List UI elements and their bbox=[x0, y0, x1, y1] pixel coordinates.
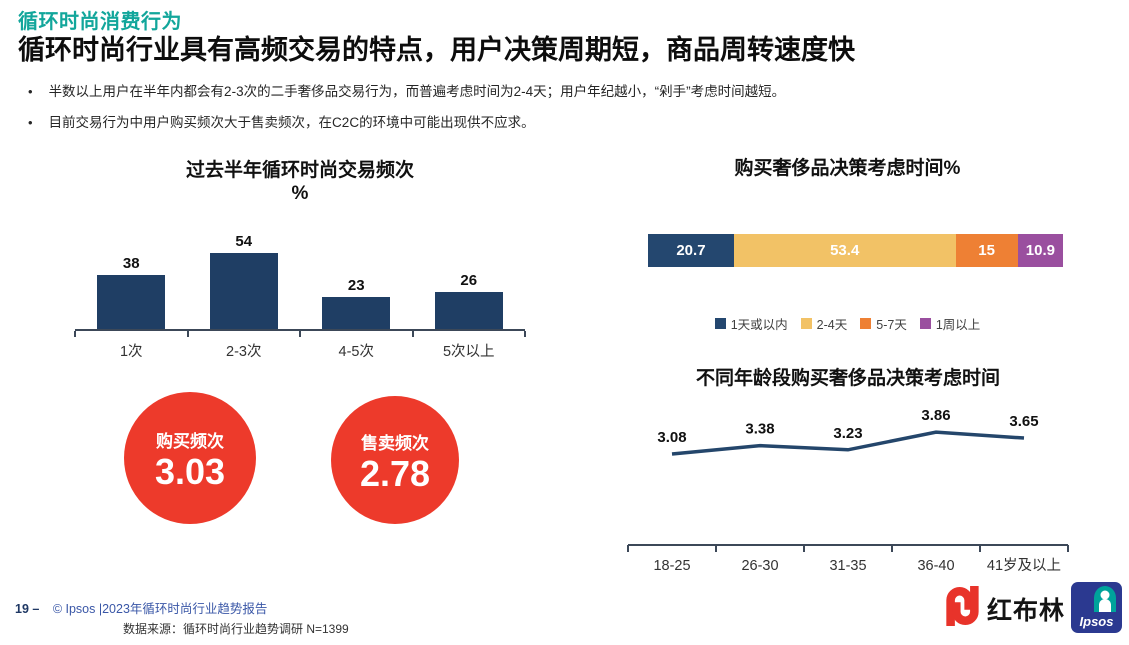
bar-value-label: 54 bbox=[235, 232, 253, 250]
trade-frequency-plot: 38 54 23 26 bbox=[75, 215, 525, 329]
legend-item: 2-4天 bbox=[800, 314, 848, 333]
trade-frequency-title: 过去半年循环时尚交易频次 bbox=[185, 160, 414, 181]
plum-logo-icon bbox=[943, 584, 981, 633]
bar-cell: 54 bbox=[188, 233, 301, 329]
trade-frequency-axis bbox=[74, 328, 526, 338]
bar-value-label: 26 bbox=[460, 271, 478, 289]
x-axis-category-label: 36-40 bbox=[917, 558, 954, 574]
x-axis-category-label: 26-30 bbox=[741, 558, 778, 574]
kpi-label: 购买频次 bbox=[156, 431, 224, 451]
bar-category-label: 1次 bbox=[119, 343, 143, 360]
legend-swatch bbox=[919, 318, 931, 329]
legend-label: 1天或以内 bbox=[730, 318, 788, 332]
axis-tick bbox=[74, 330, 76, 337]
ipsos-logo: Ipsos bbox=[1071, 582, 1122, 633]
line-value-label: 3.23 bbox=[833, 425, 862, 442]
plum-logo: 红布林 bbox=[943, 584, 1065, 633]
age-line-series bbox=[671, 430, 1025, 456]
stacked-segment: 53.4 bbox=[733, 234, 956, 267]
ipsos-logo-text: Ipsos bbox=[1079, 614, 1114, 629]
bar bbox=[97, 274, 166, 329]
kpi-sell-frequency: 售卖频次 2.78 bbox=[331, 396, 459, 524]
bar bbox=[322, 296, 391, 329]
x-axis-category-label: 41岁及以上 bbox=[987, 557, 1061, 574]
bar bbox=[434, 291, 503, 329]
bar-cell: 26 bbox=[413, 272, 526, 329]
line-value-label: 3.65 bbox=[1009, 413, 1038, 430]
x-axis-category-label: 31-35 bbox=[829, 558, 866, 574]
bar bbox=[209, 252, 278, 329]
axis-tick bbox=[524, 330, 526, 337]
plum-logo-text: 红布林 bbox=[987, 596, 1066, 625]
kpi-value: 2.78 bbox=[359, 452, 431, 494]
ipsos-head-icon bbox=[1094, 586, 1116, 612]
kpi-value: 3.03 bbox=[154, 450, 226, 492]
trade-frequency-categories: 1次 2-3次 4-5次 5次以上 bbox=[75, 340, 525, 361]
bar-category-label: 4-5次 bbox=[338, 343, 374, 360]
decision-time-legend: 1天或以内 2-4天 5-7天 1周以上 bbox=[620, 314, 1075, 333]
bar-value-label: 23 bbox=[347, 276, 365, 294]
legend-swatch bbox=[714, 318, 726, 329]
legend-item: 5-7天 bbox=[860, 314, 907, 333]
footer-page-line: 19 – © Ipsos |2023年循环时尚行业趋势报告 bbox=[15, 598, 267, 617]
bar-cell: 23 bbox=[300, 277, 413, 329]
legend-label: 2-4天 bbox=[816, 318, 848, 332]
decision-time-bar: 20.7 53.4 15 10.9 bbox=[648, 234, 1063, 267]
bar-value-label: 38 bbox=[122, 254, 140, 272]
kpi-label: 售卖频次 bbox=[361, 433, 429, 453]
legend-item: 1天或以内 bbox=[714, 314, 788, 333]
bullet-item: 半数以上用户在半年内都会有2-3次的二手奢侈品交易行为，而普遍考虑时间为2-4天… bbox=[22, 84, 1082, 101]
bar-category-label: 5次以上 bbox=[442, 343, 495, 360]
trade-frequency-subtitle: % bbox=[291, 182, 309, 204]
stacked-segment: 20.7 bbox=[648, 234, 734, 267]
bar-category-label: 2-3次 bbox=[226, 343, 262, 360]
bullet-text: 目前交易行为中用户购买频次大于售卖频次，在C2C的环境中可能出现供不应求。 bbox=[48, 114, 535, 130]
x-axis-category-label: 18-25 bbox=[653, 558, 690, 574]
segment-value-label: 15 bbox=[978, 242, 995, 259]
decision-time-title: 购买奢侈品决策考虑时间% bbox=[734, 158, 961, 179]
line-value-label: 3.86 bbox=[921, 407, 950, 424]
segment-value-label: 20.7 bbox=[676, 242, 706, 259]
page-number: 19 – bbox=[15, 602, 40, 616]
kpi-buy-frequency: 购买频次 3.03 bbox=[124, 392, 256, 524]
line-value-label: 3.08 bbox=[657, 429, 686, 446]
section-eyebrow: 循环时尚消费行为 bbox=[18, 11, 182, 33]
line-value-label: 3.38 bbox=[745, 421, 774, 438]
axis-tick bbox=[411, 330, 414, 337]
bar-cell: 38 bbox=[75, 255, 188, 329]
segment-value-label: 10.9 bbox=[1025, 242, 1055, 259]
footer-copyright: © Ipsos |2023年循环时尚行业趋势报告 bbox=[52, 602, 268, 616]
trade-frequency-chart: 过去半年循环时尚交易频次 % 38 54 23 26 1次 2-3次 4-5次 5次以上 bbox=[74, 160, 526, 361]
legend-label: 1周以上 bbox=[935, 318, 981, 332]
legend-label: 5-7天 bbox=[876, 318, 907, 332]
age-line-svg: 3.08 3.38 3.23 3.86 3.65 18-25 26-30 31-35 36-40… bbox=[627, 407, 1069, 574]
segment-value-label: 53.4 bbox=[830, 242, 860, 259]
axis-tick bbox=[186, 330, 189, 337]
page-title: 循环时尚行业具有高频交易的特点，用户决策周期短，商品周转速度快 bbox=[18, 35, 855, 65]
axis-tick bbox=[299, 330, 301, 337]
bullet-list: 半数以上用户在半年内都会有2-3次的二手奢侈品交易行为，而普遍考虑时间为2-4天… bbox=[22, 84, 1082, 146]
stacked-segment: 10.9 bbox=[1017, 234, 1063, 267]
bullet-text: 半数以上用户在半年内都会有2-3次的二手奢侈品交易行为，而普遍考虑时间为2-4天… bbox=[48, 84, 786, 99]
bullet-item: 目前交易行为中用户购买频次大于售卖频次，在C2C的环境中可能出现供不应求。 bbox=[22, 115, 1082, 132]
age-line-title: 不同年龄段购买奢侈品决策考虑时间 bbox=[695, 368, 1000, 389]
legend-swatch bbox=[860, 318, 872, 329]
legend-swatch bbox=[800, 318, 812, 329]
legend-item: 1周以上 bbox=[919, 314, 981, 333]
stacked-segment: 15 bbox=[955, 234, 1018, 267]
data-source-note: 数据来源：循环时尚行业趋势调研 N=1399 bbox=[123, 622, 349, 636]
